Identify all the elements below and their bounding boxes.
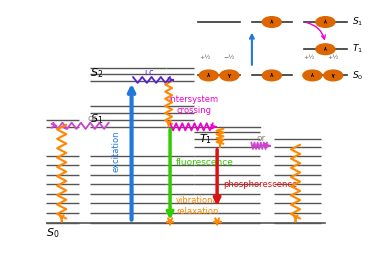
Circle shape [316, 17, 335, 27]
Text: +½: +½ [199, 55, 211, 60]
Text: or: or [257, 134, 266, 143]
Text: +½: +½ [303, 55, 315, 60]
Circle shape [324, 70, 343, 81]
Text: or: or [87, 114, 96, 123]
Text: +½: +½ [328, 55, 339, 60]
Circle shape [262, 70, 281, 81]
Text: excitation: excitation [112, 131, 120, 172]
Circle shape [303, 70, 322, 81]
Text: phosphorescence: phosphorescence [223, 180, 297, 189]
Text: $T_1$: $T_1$ [199, 132, 212, 146]
Text: −½: −½ [224, 55, 235, 60]
Text: fluorescence: fluorescence [176, 158, 234, 167]
Text: $S_1$: $S_1$ [90, 112, 103, 126]
Text: $S_1$: $S_1$ [352, 16, 364, 28]
Text: $S_0$: $S_0$ [352, 69, 364, 82]
Text: intersystem
crossing: intersystem crossing [169, 95, 219, 115]
Circle shape [262, 17, 281, 27]
Circle shape [316, 44, 335, 55]
Text: $S_2$: $S_2$ [90, 66, 103, 80]
Circle shape [199, 70, 218, 81]
Text: $T_1$: $T_1$ [352, 43, 363, 55]
Text: vibrational
relaxation: vibrational relaxation [176, 196, 221, 215]
Circle shape [220, 70, 239, 81]
Text: i.c.: i.c. [144, 68, 156, 77]
Text: $S_0$: $S_0$ [46, 227, 60, 240]
